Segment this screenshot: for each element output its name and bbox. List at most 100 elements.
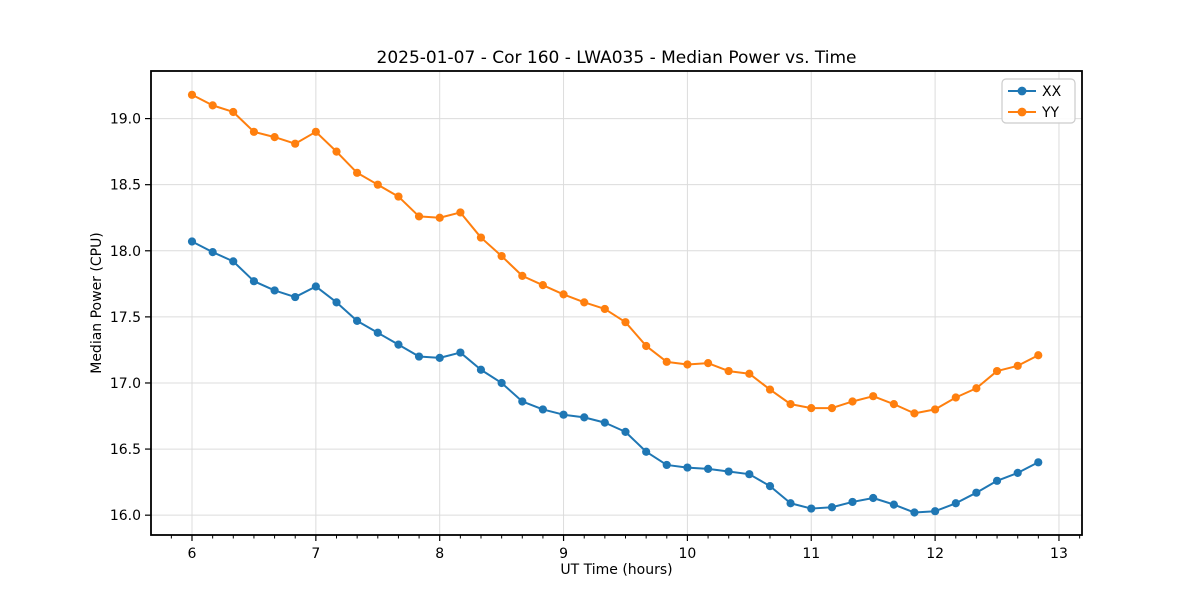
series-YY-marker: [827, 403, 837, 413]
series-XX-marker: [621, 427, 630, 436]
series-YY-marker: [724, 366, 733, 376]
series-XX-marker: [1034, 458, 1043, 467]
series-XX-marker: [827, 503, 837, 512]
series-YY-marker: [229, 107, 238, 117]
series-XX-marker: [518, 397, 527, 406]
series-XX-marker: [187, 237, 197, 246]
series-YY-marker: [187, 90, 197, 99]
series-YY-marker: [889, 400, 898, 409]
axes-frame: [150, 70, 1083, 536]
series-XX-marker: [291, 292, 300, 302]
series-XX-marker: [765, 481, 775, 491]
series-YY-marker: [352, 168, 362, 177]
series-YY-line: [190, 93, 1040, 415]
x-tick-label: 7: [311, 546, 320, 562]
y-tick-label: 17.0: [110, 376, 141, 392]
series-XX-marker: [394, 340, 403, 349]
legend-label: YY: [1041, 105, 1060, 121]
series-XX-marker: [373, 328, 382, 337]
series-YY-marker: [951, 393, 960, 402]
series-XX-marker: [559, 410, 568, 419]
series-XX-marker: [538, 405, 547, 414]
y-tick-label: 18.5: [110, 178, 141, 194]
series-XX-marker: [311, 282, 320, 291]
legend-item-XX: XX: [1008, 84, 1062, 100]
series-XX-marker: [992, 476, 1002, 485]
series-XX-marker: [745, 470, 754, 479]
series-YY-marker: [208, 101, 217, 110]
series-XX-marker: [456, 348, 465, 357]
series-YY-marker: [414, 212, 424, 221]
series-YY-marker: [518, 271, 527, 281]
series-YY-marker: [786, 400, 795, 409]
series-XX-marker: [600, 418, 609, 427]
series-XX-marker: [683, 463, 692, 472]
series-XX-marker: [1013, 468, 1022, 477]
series-YY-marker: [683, 360, 692, 369]
series-YY-marker: [662, 357, 671, 366]
x-tick-label: 10: [678, 546, 696, 562]
grid: [151, 71, 1082, 535]
series-YY-marker: [703, 359, 713, 368]
series-XX-marker: [580, 413, 589, 422]
series-YY-marker: [972, 384, 981, 393]
x-tick-label: 11: [802, 546, 820, 562]
series-XX: [187, 237, 1043, 517]
series-XX-line: [190, 240, 1040, 514]
series-YY-marker: [621, 318, 630, 327]
series-YY-marker: [869, 392, 878, 401]
series-XX-marker: [972, 488, 981, 497]
y-axis-label: Median Power (CPU): [89, 232, 105, 374]
series-XX-marker: [910, 508, 919, 517]
legend-item-YY: YY: [1008, 105, 1060, 121]
y-tick-label: 16.5: [110, 442, 141, 458]
x-tick-label: 9: [559, 546, 568, 562]
series-YY-marker: [538, 281, 547, 290]
x-tick-label: 13: [1050, 546, 1068, 562]
legend-box: [1001, 78, 1076, 124]
series-YY-marker: [765, 385, 775, 394]
series-YY-marker: [476, 233, 486, 242]
series-layer: [187, 90, 1043, 517]
legend-marker: [1017, 86, 1027, 96]
series-YY-marker: [270, 132, 279, 142]
series-YY-marker: [249, 127, 259, 136]
series-XX-marker: [208, 248, 217, 257]
series-XX-marker: [724, 467, 733, 476]
series-XX-marker: [352, 316, 362, 325]
series-XX-marker: [848, 497, 857, 507]
series-YY-marker: [931, 405, 940, 414]
series-YY-marker: [580, 298, 589, 307]
series-YY-marker: [311, 127, 320, 136]
series-XX-marker: [229, 257, 238, 266]
series-YY-marker: [456, 208, 465, 217]
series-YY-marker: [373, 180, 382, 189]
series-XX-marker: [889, 500, 898, 509]
series-YY-marker: [435, 213, 444, 222]
series-YY-marker: [600, 304, 609, 314]
x-tick-label: 8: [435, 546, 444, 562]
series-XX-marker: [786, 499, 795, 508]
series-YY-marker: [1013, 361, 1022, 370]
y-tick-label: 17.5: [110, 310, 141, 326]
series-YY-marker: [291, 139, 300, 148]
series-YY-marker: [807, 403, 816, 413]
y-tick-label: 16.0: [110, 508, 141, 524]
y-tick-label: 18.0: [110, 244, 141, 260]
series-YY-marker: [394, 192, 403, 201]
series-XX-marker: [703, 464, 713, 474]
series-YY: [187, 90, 1043, 418]
series-XX-marker: [414, 352, 424, 361]
axis-ticks: 6 7 8 9 10 11 12 13 16.0 16.5 17.0 17.5 18.0 18.5 19.0: [110, 112, 1081, 562]
series-YY-marker: [992, 366, 1002, 376]
x-tick-label: 6: [188, 546, 197, 562]
series-YY-marker: [497, 251, 506, 261]
series-YY-marker: [745, 369, 754, 378]
series-XX-marker: [951, 499, 960, 508]
series-XX-marker: [435, 353, 444, 362]
series-XX-marker: [270, 286, 279, 295]
legend-label: XX: [1042, 84, 1062, 100]
series-XX-marker: [662, 460, 671, 470]
